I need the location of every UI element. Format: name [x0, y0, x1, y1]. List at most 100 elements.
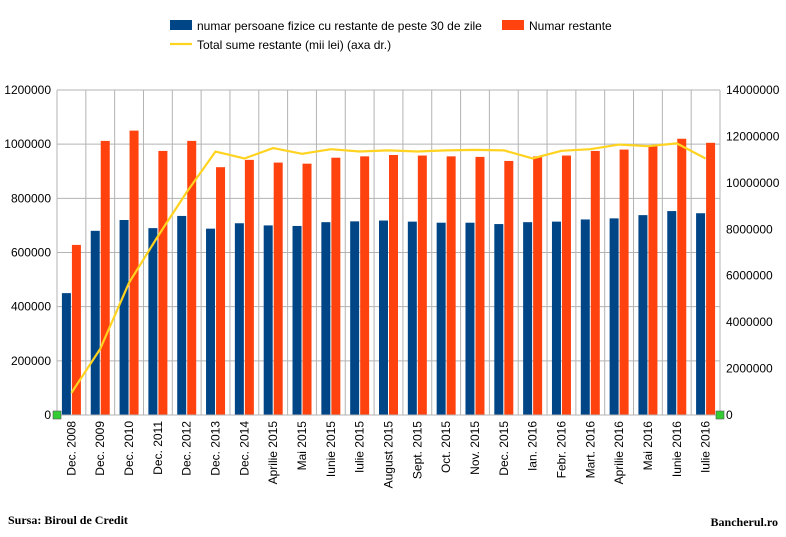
bar-restante	[273, 162, 283, 415]
x-tick-label: Iunie 2016	[670, 421, 684, 477]
bar-restante	[417, 155, 427, 415]
legend-label: Numar restante	[529, 19, 612, 33]
bar-restante	[100, 140, 110, 415]
x-tick-label: Dec. 2012	[180, 421, 194, 476]
bar-restante	[302, 163, 312, 415]
x-tick-label: Nov. 2015	[468, 421, 482, 475]
legend: numar persoane fizice cu restante de pes…	[170, 19, 612, 52]
bar-persoane	[551, 221, 561, 415]
y-right-tick-label: 14000000	[726, 83, 780, 97]
bar-persoane	[523, 222, 533, 415]
y-right-tick-label: 6000000	[726, 269, 773, 283]
bar-restante	[677, 138, 687, 415]
y-left-tick-label: 800000	[11, 191, 51, 205]
bar-persoane	[119, 220, 129, 415]
x-tick-label: Dec. 2010	[122, 421, 136, 476]
x-tick-label: Oct. 2015	[439, 421, 453, 473]
x-tick-label: Iulie 2016	[699, 421, 713, 473]
axis-origin-marker	[715, 410, 725, 420]
bar-persoane	[638, 215, 648, 415]
bar-restante	[561, 155, 571, 415]
bar-persoane	[148, 228, 158, 415]
bar-persoane	[379, 220, 388, 415]
x-tick-label: Iunie 2015	[324, 421, 338, 477]
bar-persoane	[436, 222, 446, 415]
y-right-tick-label: 8000000	[726, 222, 773, 236]
bar-persoane	[667, 211, 677, 415]
bar-persoane	[321, 222, 331, 415]
x-tick-label: Dec. 2008	[64, 421, 78, 476]
y-left-tick-label: 600000	[11, 246, 51, 260]
bar-persoane	[465, 222, 475, 415]
x-tick-label: Mai 2015	[295, 421, 309, 471]
x-tick-label: Dec. 2011	[151, 421, 165, 475]
y-right-tick-label: 12000000	[726, 129, 780, 143]
bar-restante	[590, 150, 600, 415]
x-tick-label: Sept. 2015	[410, 421, 424, 479]
y-left-tick-label: 1200000	[4, 83, 51, 97]
legend-swatch	[170, 20, 192, 30]
x-tick-label: Aprilie 2015	[266, 421, 280, 485]
bar-persoane	[580, 219, 590, 415]
legend-label: Total sume restante (mii lei) (axa dr.)	[197, 38, 391, 52]
bar-restante	[360, 156, 370, 415]
line-series	[70, 142, 707, 394]
y-right-tick-label: 0	[726, 408, 733, 422]
bar-restante	[71, 244, 81, 415]
bar-restante	[244, 159, 254, 415]
bar-persoane	[292, 225, 302, 415]
bar-persoane	[206, 228, 216, 415]
bar-restante	[706, 142, 716, 415]
bars	[61, 130, 716, 416]
bar-restante	[475, 156, 485, 416]
brand-label: Bancherul.ro	[710, 515, 778, 529]
y-left-tick-label: 400000	[11, 300, 51, 314]
bar-persoane	[61, 293, 71, 415]
bar-persoane	[494, 224, 504, 415]
tick-labels: 0200000400000600000800000100000012000000…	[4, 83, 779, 488]
bar-persoane	[696, 213, 706, 415]
x-tick-label: Iulie 2015	[353, 421, 367, 473]
y-left-tick-label: 1000000	[4, 137, 51, 151]
x-tick-label: Dec. 2014	[237, 421, 251, 476]
x-tick-label: Dec. 2013	[209, 421, 223, 476]
bar-restante	[187, 140, 197, 415]
x-tick-label: Dec. 2015	[497, 421, 511, 476]
y-right-tick-label: 4000000	[726, 315, 773, 329]
bar-restante	[216, 167, 226, 415]
bar-persoane	[90, 230, 100, 415]
bar-restante	[158, 150, 168, 415]
bar-restante	[619, 149, 629, 416]
x-tick-label: Febr. 2016	[554, 421, 568, 479]
bar-persoane	[177, 215, 187, 415]
bar-restante	[389, 155, 398, 415]
y-right-tick-label: 10000000	[726, 176, 780, 190]
x-tick-label: Dec. 2009	[93, 421, 107, 476]
bar-persoane	[609, 218, 619, 415]
source-note: Sursa: Biroul de Credit	[8, 513, 128, 527]
legend-label: numar persoane fizice cu restante de pes…	[197, 19, 482, 33]
line-total-sume	[70, 142, 707, 394]
y-left-tick-label: 200000	[11, 354, 51, 368]
x-tick-label: Mart. 2016	[583, 421, 597, 479]
x-tick-label: Ian. 2016	[526, 421, 540, 471]
bar-persoane	[407, 221, 417, 415]
bar-restante	[648, 145, 658, 416]
bar-persoane	[263, 225, 273, 415]
y-left-tick-label: 0	[44, 408, 51, 422]
axis-origin-marker	[52, 410, 62, 420]
x-tick-label: Aprilie 2016	[612, 421, 626, 485]
axes	[52, 90, 725, 420]
bar-restante	[331, 157, 341, 416]
gridlines	[56, 89, 721, 416]
bar-restante	[533, 156, 543, 415]
bar-restante	[446, 156, 456, 415]
y-right-tick-label: 2000000	[726, 362, 773, 376]
x-tick-label: Mai 2016	[641, 421, 655, 471]
x-tick-label: August 2015	[382, 421, 396, 489]
bar-persoane	[234, 223, 244, 415]
bar-persoane	[350, 221, 360, 415]
legend-swatch	[502, 20, 524, 30]
bar-restante	[504, 160, 514, 415]
